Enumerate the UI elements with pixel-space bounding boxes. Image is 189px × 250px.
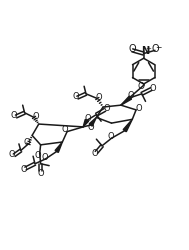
Text: O: O (95, 93, 102, 102)
Text: N: N (141, 46, 149, 56)
Text: O: O (72, 92, 79, 101)
Text: O: O (107, 132, 114, 141)
Text: O: O (104, 104, 111, 114)
Text: O: O (9, 150, 16, 159)
Text: O: O (128, 44, 136, 54)
Text: O: O (91, 149, 98, 158)
Text: O: O (32, 112, 39, 121)
Text: O: O (62, 125, 69, 134)
Text: O: O (84, 114, 91, 122)
Text: O: O (87, 123, 94, 132)
Polygon shape (55, 142, 62, 152)
Text: O: O (138, 82, 145, 91)
Polygon shape (89, 118, 96, 126)
Text: O: O (23, 138, 30, 147)
Text: O: O (150, 84, 156, 93)
Text: O: O (37, 169, 44, 178)
Text: −: − (155, 43, 162, 52)
Text: O: O (41, 153, 48, 162)
Text: O: O (20, 164, 27, 173)
Polygon shape (121, 96, 132, 105)
Text: O: O (11, 112, 18, 120)
Polygon shape (83, 119, 89, 127)
Text: O: O (127, 91, 134, 100)
Text: O: O (34, 151, 41, 160)
Text: O: O (135, 104, 142, 113)
Polygon shape (123, 119, 132, 132)
Text: +: + (145, 46, 151, 52)
Text: O: O (152, 44, 160, 54)
